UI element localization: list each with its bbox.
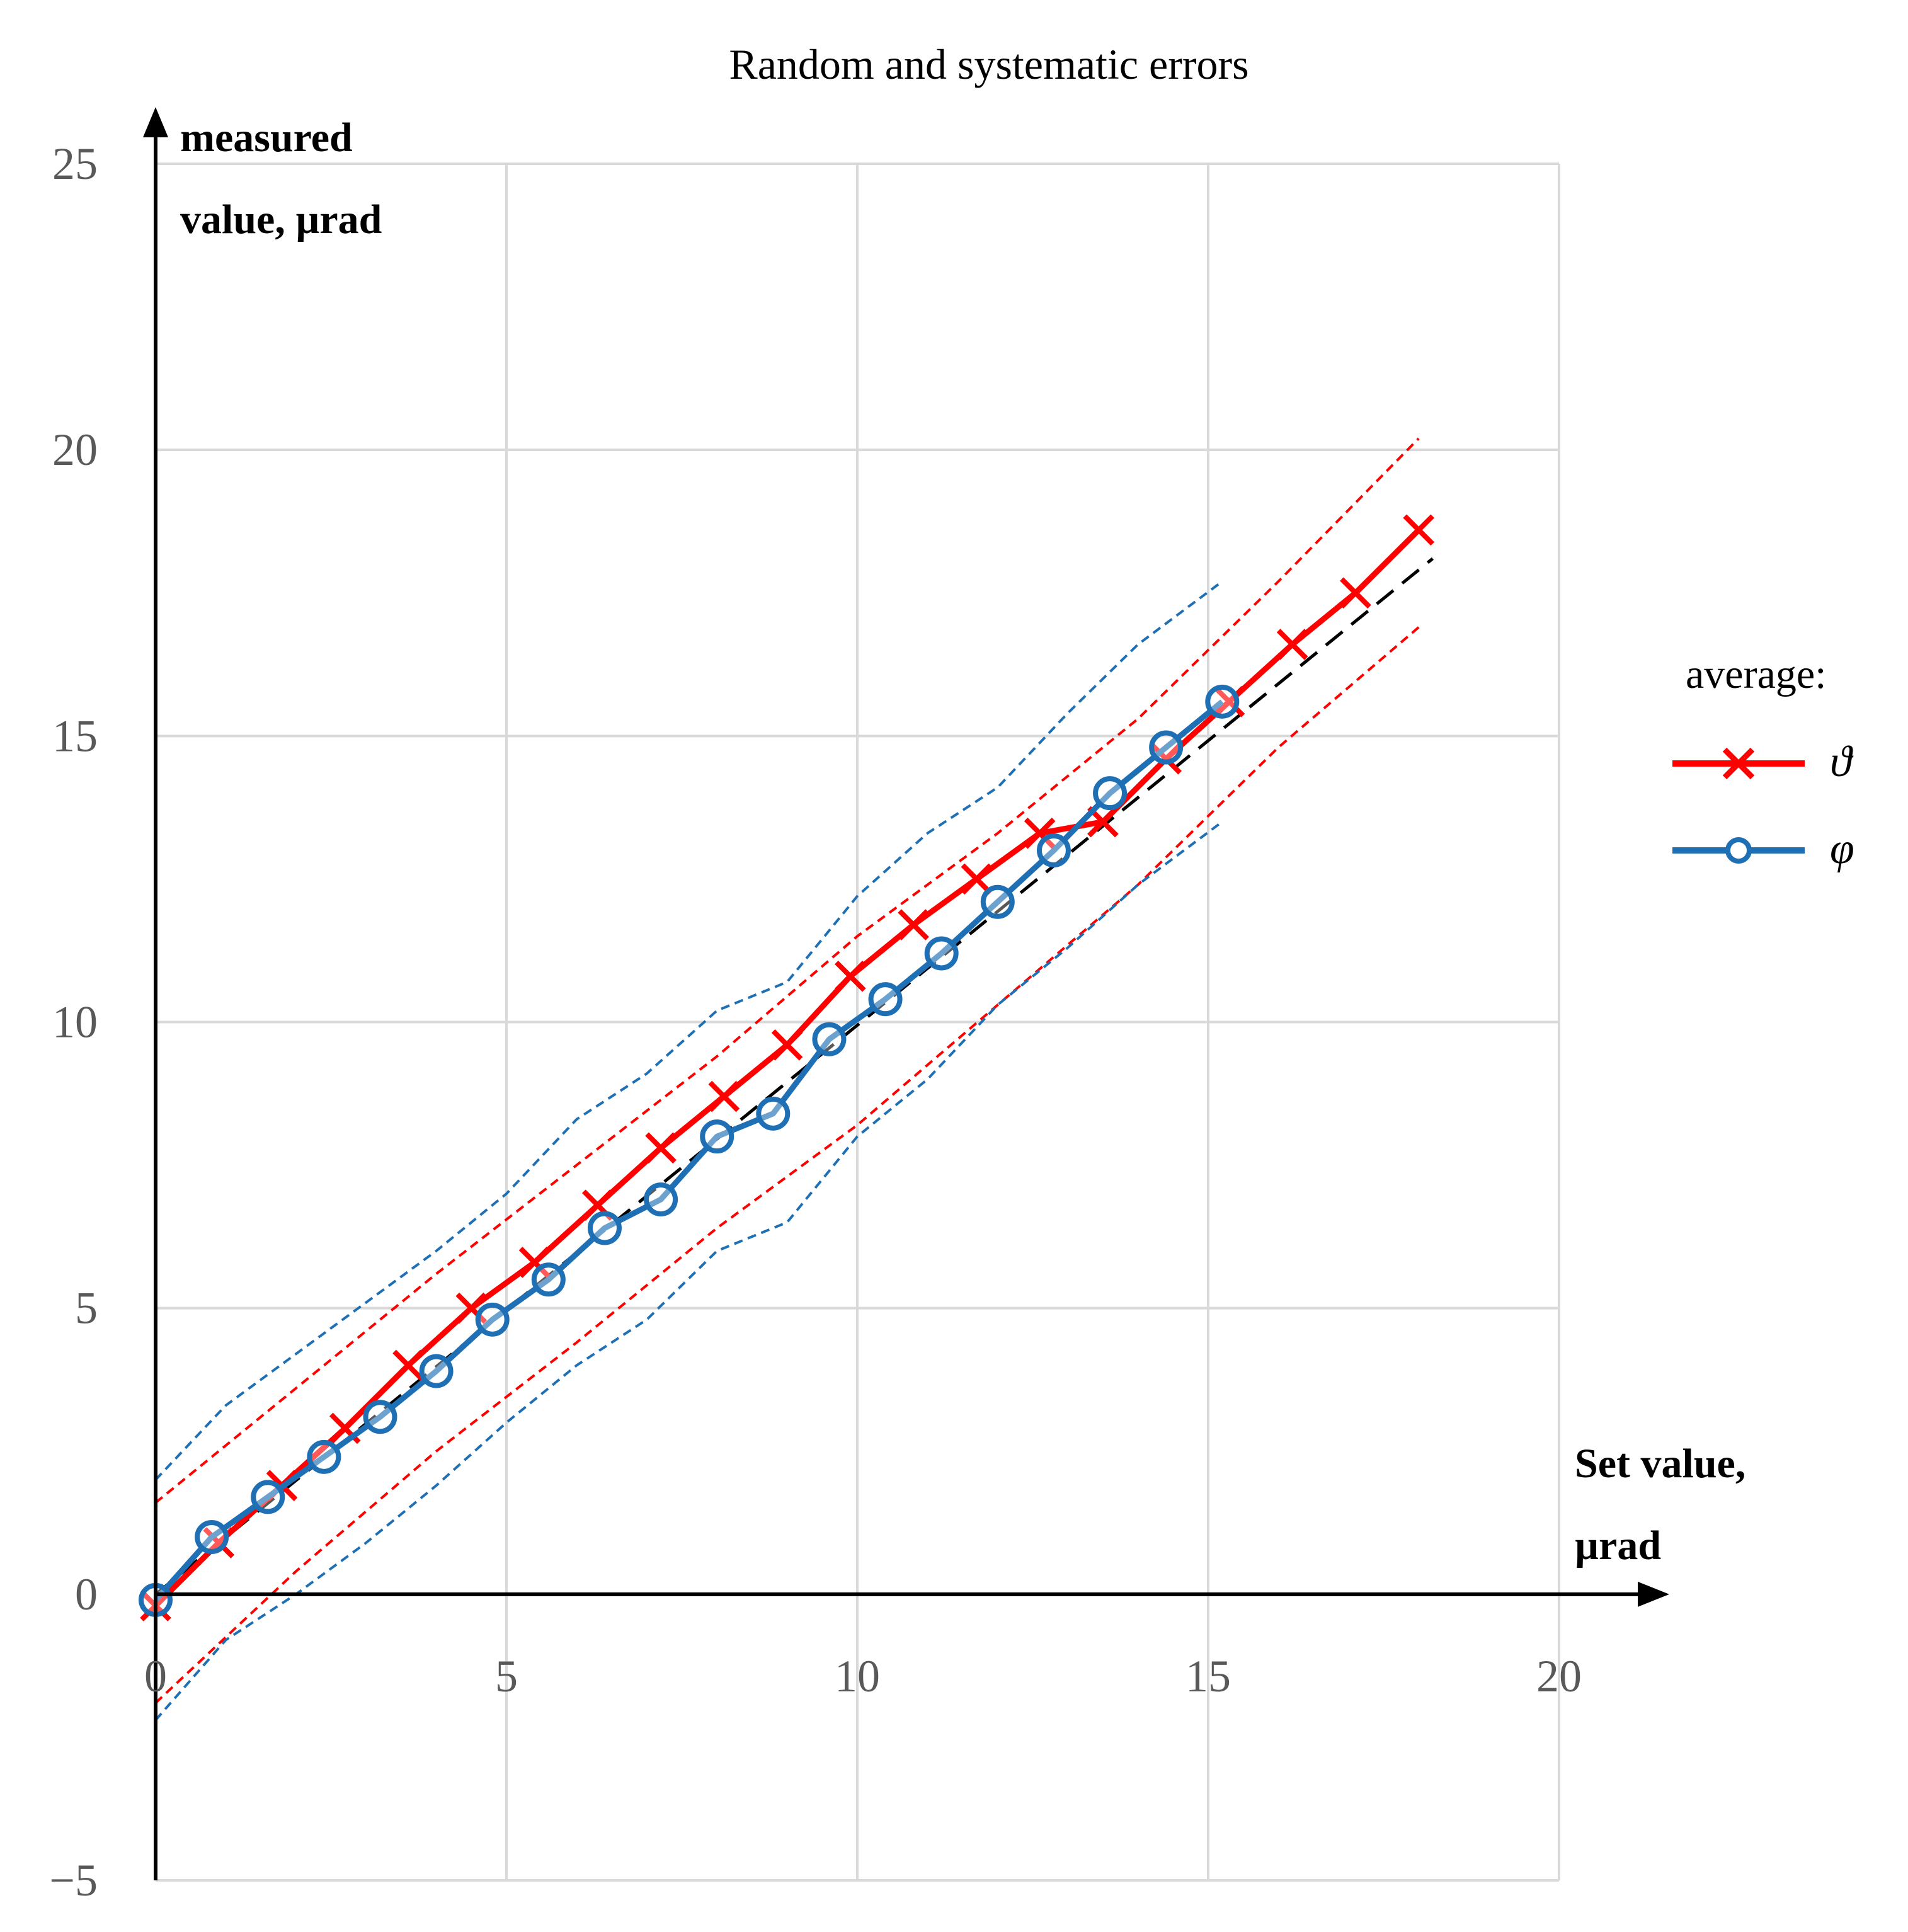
series-0-point-17 [1213,686,1245,717]
series-0-point-14 [1024,817,1056,849]
series-1-point-1 [195,1520,229,1554]
y-tick-label-6: 25 [52,139,98,189]
series-1-point-5 [419,1354,454,1388]
series-1-point-19 [1205,684,1240,719]
y-tick-label-5: 20 [52,425,98,475]
series-1-point-3 [307,1439,341,1474]
series-0-point-11 [835,961,866,992]
series-1-point-14 [924,936,959,971]
y-tick-label-1: 0 [75,1569,98,1620]
tick-labels: 0 5 10 15 20 −5 0 5 10 15 20 25 [49,139,1582,1906]
legend-phi-label: φ [1830,825,1854,873]
chart-title: Random and systematic errors [729,40,1248,88]
series-1-point-18 [1149,730,1184,765]
series-0-point-10 [771,1029,803,1061]
series-0-point-8 [645,1132,677,1164]
x-tick-label-4: 20 [1536,1651,1582,1701]
x-axis-label-line2: µrad [1575,1523,1661,1569]
y-tick-label-4: 15 [52,711,98,761]
grid [156,163,1560,1882]
series-1-point-16 [1036,833,1071,867]
series-0-point-19 [1340,577,1371,609]
series-0-point-4 [392,1349,424,1381]
x-axis-label-line1: Set value, [1575,1441,1745,1487]
y-axis-arrow [143,107,168,137]
legend-theta-marker [1722,747,1755,780]
x-tick-label-3: 15 [1185,1651,1231,1701]
series-0-point-12 [898,909,929,940]
axes [143,107,1669,1880]
series-1-point-6 [475,1302,510,1337]
legend-theta-label: ϑ [1830,738,1854,786]
y-tick-label-0: −5 [49,1855,98,1906]
series-1-point-11 [756,1096,791,1131]
legend: average: ϑ φ [1672,651,1854,873]
series-1-point-8 [587,1211,622,1245]
x-tick-label-0: 0 [144,1651,167,1701]
y-tick-label-3: 10 [52,997,98,1048]
series-1-point-12 [812,1022,847,1056]
legend-phi-marker [1725,837,1752,864]
y-axis-label-line2: value, µrad [180,197,382,243]
series-0-point-18 [1276,629,1308,660]
y-tick-label-2: 5 [75,1283,98,1334]
band-0-lower [154,626,1420,1704]
data-series [139,514,1435,1621]
series-0-point-9 [708,1080,740,1112]
band-1-lower [154,820,1223,1721]
x-axis-arrow [1638,1581,1669,1607]
series-1-point-7 [531,1262,566,1297]
series-1-point-15 [980,884,1015,919]
series-0-point-13 [961,863,993,895]
series-1-point-2 [251,1480,285,1514]
legend-title: average: [1686,651,1827,697]
series-0-point-16 [1150,743,1182,775]
x-tick-label-2: 10 [835,1651,880,1701]
series-0-point-20 [1403,514,1435,546]
band-0-upper [154,437,1420,1504]
series-1-point-17 [1093,776,1128,811]
confidence-bands [154,437,1420,1721]
series-1-point-13 [868,982,903,1017]
x-tick-label-1: 5 [495,1651,518,1701]
series-1-point-9 [644,1182,678,1217]
y-axis-label-line1: measured [180,115,353,161]
series-0-point-6 [518,1247,551,1278]
series-1-point-10 [700,1119,734,1154]
band-1-upper [154,580,1223,1481]
series-1-point-4 [363,1400,397,1434]
